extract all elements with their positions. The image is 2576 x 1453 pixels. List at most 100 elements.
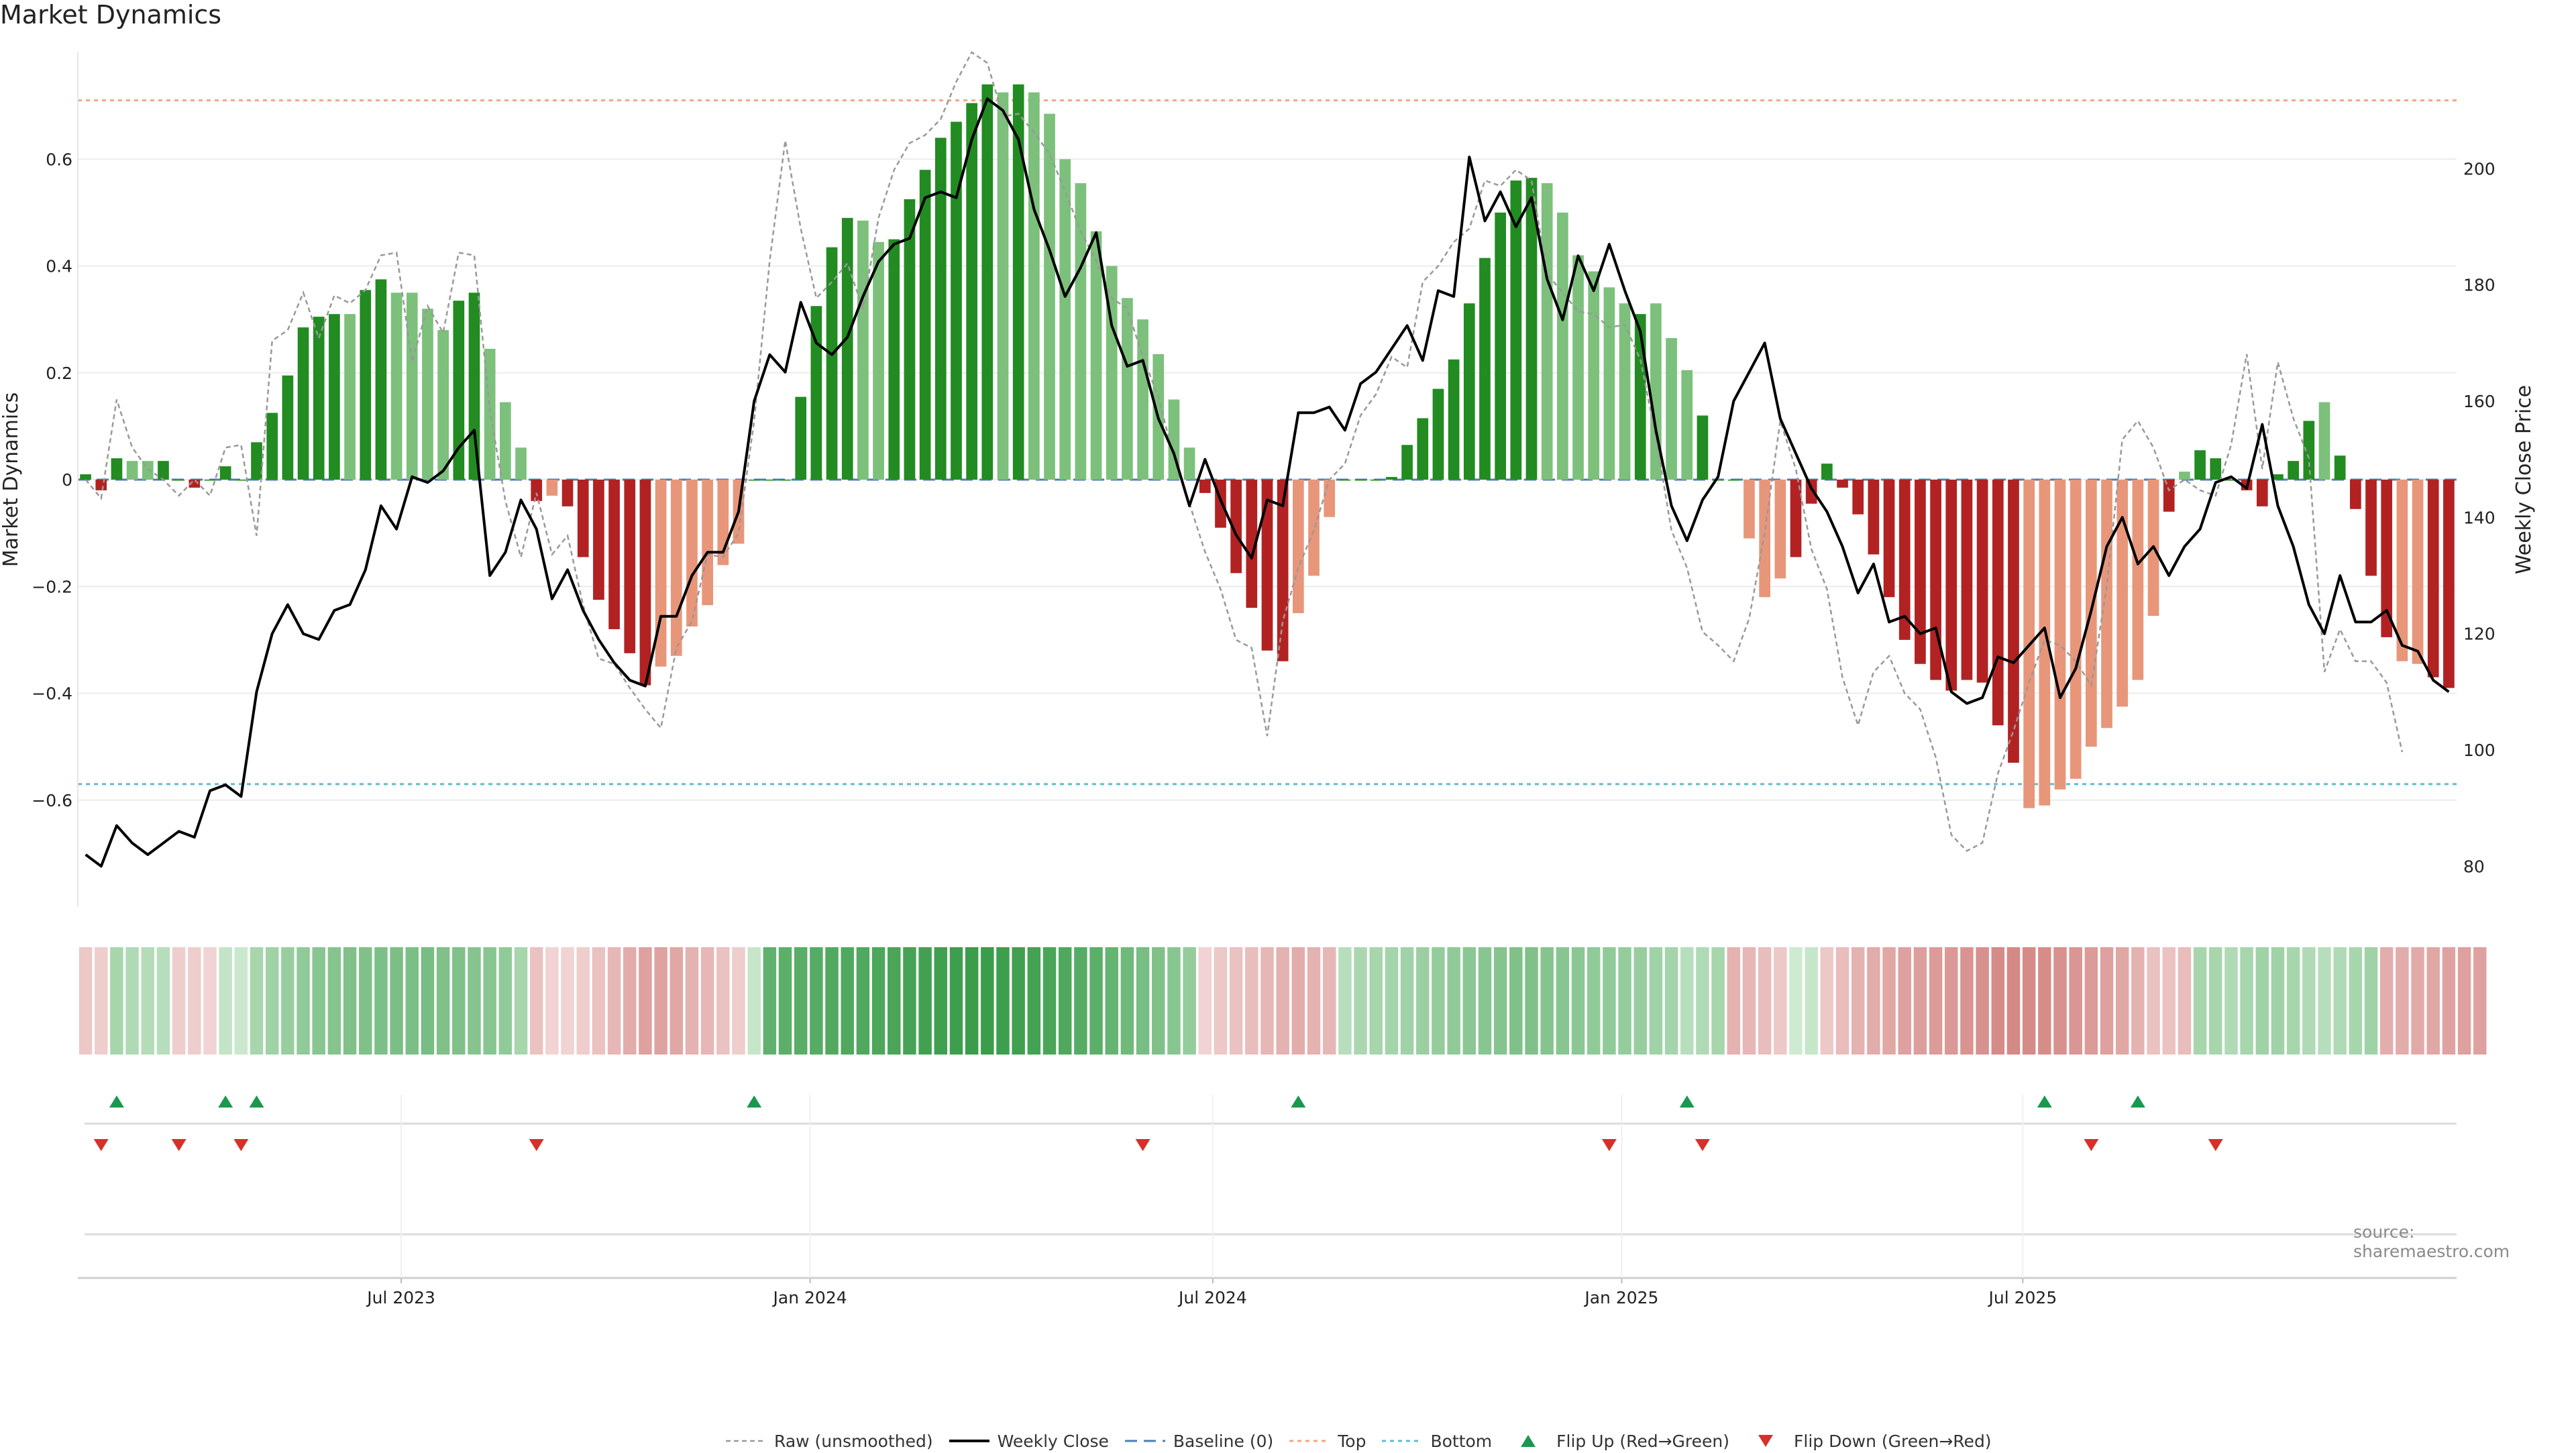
dynamics-bar: [189, 480, 201, 488]
y-tick-label: 0.4: [46, 257, 72, 276]
y-tick-label: −0.6: [32, 791, 72, 810]
heat-cell: [561, 947, 574, 1055]
y2-tick-label: 200: [2463, 159, 2496, 178]
heat-cell: [1462, 947, 1477, 1055]
heat-cell: [949, 947, 963, 1055]
dynamics-bar: [1603, 287, 1615, 480]
dynamics-bar: [966, 103, 977, 480]
heat-cell: [763, 947, 777, 1055]
heat-cell: [2115, 947, 2129, 1055]
dynamics-bar: [934, 138, 947, 480]
heat-cell: [1898, 947, 1911, 1055]
dynamics-bar: [1246, 480, 1258, 608]
dynamics-bar: [2116, 480, 2129, 707]
heat-cell: [1432, 947, 1445, 1055]
heat-cell: [1074, 947, 1087, 1055]
dynamics-bar: [1137, 319, 1148, 480]
heat-cell: [965, 947, 979, 1055]
dynamics-bar: [2256, 480, 2268, 506]
dynamics-bar: [2210, 458, 2222, 480]
dynamics-bar: [904, 199, 916, 480]
x-axis: Jul 2023 Jan 2024 Jul 2024 Jan 2025 Jul 2025: [78, 1095, 2457, 1307]
heat-cell: [468, 947, 481, 1055]
dynamics-bar: [1619, 303, 1631, 480]
dynamics-bar: [1479, 258, 1491, 480]
heat-cell: [514, 947, 528, 1055]
flip-down-marker: [1695, 1139, 1710, 1151]
heat-cell: [1338, 947, 1352, 1055]
heat-cell: [95, 947, 108, 1055]
heat-cell: [343, 947, 357, 1055]
heat-cell: [1960, 947, 1974, 1055]
dynamics-bar: [1790, 480, 1802, 557]
heat-cell: [841, 947, 854, 1055]
dynamics-bar: [686, 480, 698, 627]
dynamics-bar: [593, 480, 604, 600]
dynamics-bar: [1495, 212, 1506, 480]
heat-cell: [1680, 947, 1694, 1055]
dynamics-bar: [1727, 480, 1739, 481]
heat-cell: [390, 947, 403, 1055]
heat-cell: [778, 947, 792, 1055]
heat-cell: [1727, 947, 1741, 1055]
dynamics-bar: [1945, 480, 1957, 691]
heat-cell: [156, 947, 170, 1055]
heat-cell: [234, 947, 248, 1055]
dynamics-bar: [344, 314, 356, 480]
heat-cell: [359, 947, 372, 1055]
dynamics-bar: [1448, 359, 1460, 480]
dynamics-bar: [266, 413, 278, 480]
flip-markers: [85, 1095, 2457, 1236]
dynamics-bar: [531, 480, 543, 501]
heat-cell: [1556, 947, 1570, 1055]
dynamics-bar: [1930, 480, 1941, 680]
dynamics-bar: [1012, 84, 1024, 480]
dynamics-bar: [2427, 480, 2439, 678]
dynamics-bar: [80, 474, 91, 480]
heat-cell: [810, 947, 823, 1055]
flip-down-marker: [529, 1139, 544, 1151]
heat-cell: [2271, 947, 2285, 1055]
heat-cell: [2162, 947, 2176, 1055]
heat-cell: [1758, 947, 1772, 1055]
legend-item: Flip Up (Red→Green): [1507, 1432, 1729, 1451]
dynamics-bar: [1059, 159, 1071, 480]
heat-cell: [265, 947, 279, 1055]
dynamics-bar: [1386, 477, 1397, 480]
heat-cell: [623, 947, 637, 1055]
heat-cell: [436, 947, 450, 1055]
legend-swatch: [1758, 1435, 1774, 1447]
dynamics-bar: [1293, 480, 1304, 614]
dynamics-bar: [251, 442, 262, 480]
dynamics-bar: [235, 480, 247, 481]
heat-cell: [2349, 947, 2363, 1055]
heat-cell: [654, 947, 667, 1055]
dynamics-bar: [360, 290, 372, 480]
heat-cell: [2473, 947, 2487, 1055]
heat-cell: [1649, 947, 1663, 1055]
heat-cell: [2178, 947, 2192, 1055]
dynamics-bar: [1805, 480, 1817, 504]
heat-cell: [1447, 947, 1460, 1055]
dynamics-bar: [1230, 480, 1242, 574]
heat-cell: [2069, 947, 2082, 1055]
dynamics-bar: [639, 480, 651, 686]
heat-cell: [1400, 947, 1414, 1055]
flip-up-marker: [1291, 1095, 1306, 1108]
legend-swatch: [1382, 1440, 1423, 1442]
dynamics-bar: [2381, 480, 2393, 637]
dynamics-bar: [2132, 480, 2144, 680]
dynamics-bar: [2179, 472, 2190, 480]
y-tick-label: 0: [62, 470, 72, 490]
heat-cell: [1696, 947, 1709, 1055]
heat-cell: [1571, 947, 1585, 1055]
heat-cell: [1058, 947, 1072, 1055]
heat-cell: [374, 947, 388, 1055]
heat-cell: [1229, 947, 1243, 1055]
dynamics-bar: [1976, 480, 1988, 683]
dynamics-bar: [515, 447, 527, 480]
dynamics-bar: [2070, 480, 2082, 779]
dynamics-bar: [95, 480, 107, 490]
heat-cell: [1929, 947, 1943, 1055]
heat-cell: [576, 947, 590, 1055]
